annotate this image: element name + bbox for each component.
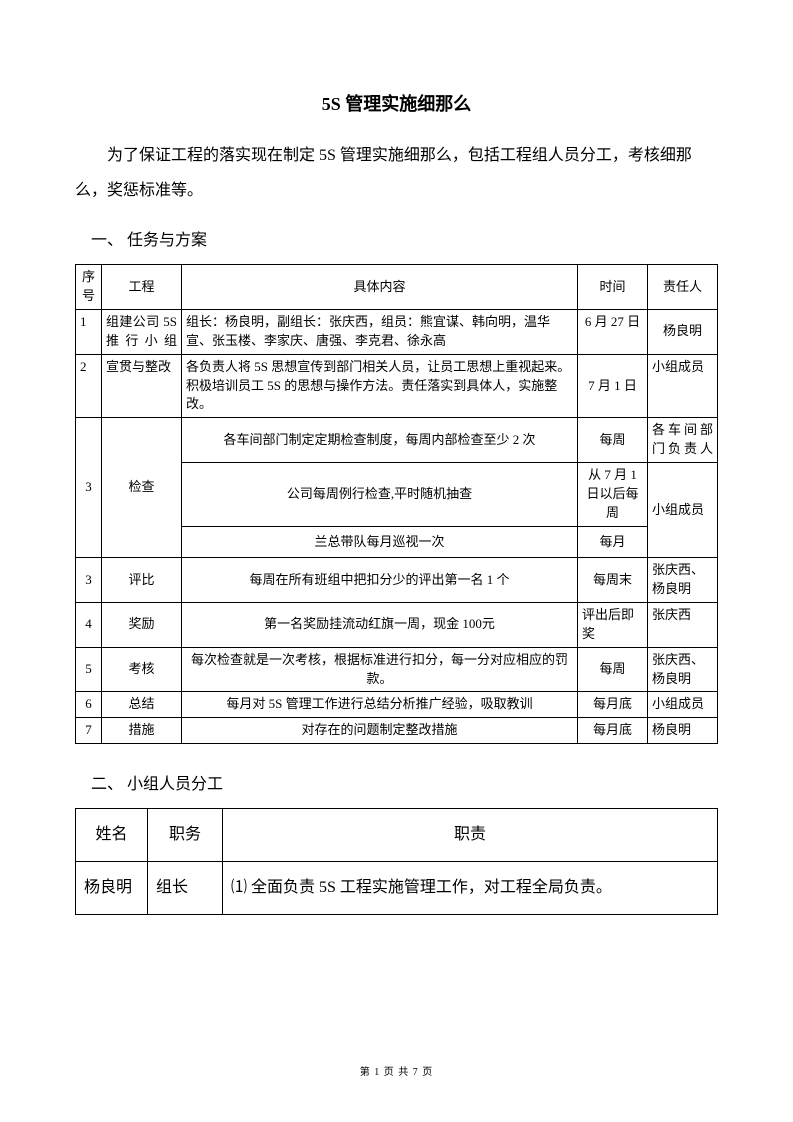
cell-time: 每周 — [578, 647, 648, 692]
cell-content: 各负责人将 5S 思想宣传到部门相关人员，让员工思想上重视起来。积极培训员工 5… — [182, 354, 578, 418]
page-footer: 第 1 页 共 7 页 — [0, 1063, 793, 1078]
section-1-heading: 一、 任务与方案 — [91, 226, 718, 250]
cell-seq: 3 — [76, 418, 102, 558]
member-division-table: 姓名 职务 职责 杨良明 组长 ⑴ 全面负责 5S 工程实施管理工作，对工程全局… — [75, 808, 718, 915]
header-content: 具体内容 — [182, 265, 578, 310]
cell-project: 组建公司 5S 推行小组 — [102, 310, 182, 355]
cell-seq: 7 — [76, 718, 102, 744]
table-row: 2 宣贯与整改 各负责人将 5S 思想宣传到部门相关人员，让员工思想上重视起来。… — [76, 354, 718, 418]
header-time: 时间 — [578, 265, 648, 310]
page-title: 5S 管理实施细那么 — [75, 90, 718, 116]
header-duty: 职责 — [223, 809, 718, 862]
header-project: 工程 — [102, 265, 182, 310]
cell-project: 评比 — [102, 558, 182, 603]
cell-responsible: 张庆西、杨良明 — [648, 647, 718, 692]
cell-duty: ⑴ 全面负责 5S 工程实施管理工作，对工程全局负责。 — [223, 862, 718, 915]
cell-content: 对存在的问题制定整改措施 — [182, 718, 578, 744]
cell-time: 6 月 27 日 — [578, 310, 648, 355]
cell-seq: 4 — [76, 603, 102, 648]
cell-seq: 2 — [76, 354, 102, 418]
cell-time: 每周 — [578, 418, 648, 463]
table-row: 3 评比 每周在所有班组中把扣分少的评出第一名 1 个 每周末 张庆西、杨良明 — [76, 558, 718, 603]
cell-content: 组长：杨良明，副组长：张庆西，组员：熊宜谋、韩向明，温华宣、张玉楼、李家庆、唐强… — [182, 310, 578, 355]
task-plan-table: 序号 工程 具体内容 时间 责任人 1 组建公司 5S 推行小组 组长：杨良明，… — [75, 264, 718, 744]
cell-responsible: 小组成员 — [648, 354, 718, 418]
cell-responsible: 杨良明 — [648, 718, 718, 744]
intro-paragraph: 为了保证工程的落实现在制定 5S 管理实施细那么，包括工程组人员分工，考核细那么… — [75, 138, 718, 208]
table-header-row: 姓名 职务 职责 — [76, 809, 718, 862]
cell-project: 考核 — [102, 647, 182, 692]
table-header-row: 序号 工程 具体内容 时间 责任人 — [76, 265, 718, 310]
cell-seq: 1 — [76, 310, 102, 355]
cell-content: 每月对 5S 管理工作进行总结分析推广经验，吸取教训 — [182, 692, 578, 718]
cell-time: 每周末 — [578, 558, 648, 603]
cell-responsible: 各车间部门负责人 — [648, 418, 718, 463]
cell-seq: 3 — [76, 558, 102, 603]
cell-seq: 6 — [76, 692, 102, 718]
cell-time: 从 7 月 1日以后每周 — [578, 462, 648, 526]
cell-content: 兰总带队每月巡视一次 — [182, 526, 578, 558]
cell-content: 每次检查就是一次考核，根据标准进行扣分，每一分对应相应的罚款。 — [182, 647, 578, 692]
cell-responsible: 张庆西、杨良明 — [648, 558, 718, 603]
cell-responsible: 张庆西 — [648, 603, 718, 648]
cell-time: 每月 — [578, 526, 648, 558]
cell-content: 第一名奖励挂流动红旗一周，现金 100元 — [182, 603, 578, 648]
header-name: 姓名 — [76, 809, 148, 862]
table-row: 杨良明 组长 ⑴ 全面负责 5S 工程实施管理工作，对工程全局负责。 — [76, 862, 718, 915]
table-row: 5 考核 每次检查就是一次考核，根据标准进行扣分，每一分对应相应的罚款。 每周 … — [76, 647, 718, 692]
table-row: 1 组建公司 5S 推行小组 组长：杨良明，副组长：张庆西，组员：熊宜谋、韩向明… — [76, 310, 718, 355]
cell-time: 7 月 1 日 — [578, 354, 648, 418]
cell-project: 总结 — [102, 692, 182, 718]
header-responsible: 责任人 — [648, 265, 718, 310]
cell-project: 奖励 — [102, 603, 182, 648]
cell-responsible: 小组成员 — [648, 462, 718, 557]
table-row: 3 检查 各车间部门制定定期检查制度，每周内部检查至少 2 次 每周 各车间部门… — [76, 418, 718, 463]
cell-responsible: 小组成员 — [648, 692, 718, 718]
cell-content: 每周在所有班组中把扣分少的评出第一名 1 个 — [182, 558, 578, 603]
cell-content: 各车间部门制定定期检查制度，每周内部检查至少 2 次 — [182, 418, 578, 463]
cell-seq: 5 — [76, 647, 102, 692]
table-row: 4 奖励 第一名奖励挂流动红旗一周，现金 100元 评出后即奖 张庆西 — [76, 603, 718, 648]
cell-project: 宣贯与整改 — [102, 354, 182, 418]
cell-project: 检查 — [102, 418, 182, 558]
cell-responsible: 杨良明 — [648, 310, 718, 355]
cell-time: 每月底 — [578, 718, 648, 744]
section-2-heading: 二、 小组人员分工 — [91, 770, 718, 794]
table-row: 7 措施 对存在的问题制定整改措施 每月底 杨良明 — [76, 718, 718, 744]
cell-time: 评出后即奖 — [578, 603, 648, 648]
cell-time: 每月底 — [578, 692, 648, 718]
cell-project: 措施 — [102, 718, 182, 744]
cell-role: 组长 — [148, 862, 223, 915]
header-seq: 序号 — [76, 265, 102, 310]
table-row: 6 总结 每月对 5S 管理工作进行总结分析推广经验，吸取教训 每月底 小组成员 — [76, 692, 718, 718]
cell-name: 杨良明 — [76, 862, 148, 915]
cell-content: 公司每周例行检查,平时随机抽查 — [182, 462, 578, 526]
header-role: 职务 — [148, 809, 223, 862]
